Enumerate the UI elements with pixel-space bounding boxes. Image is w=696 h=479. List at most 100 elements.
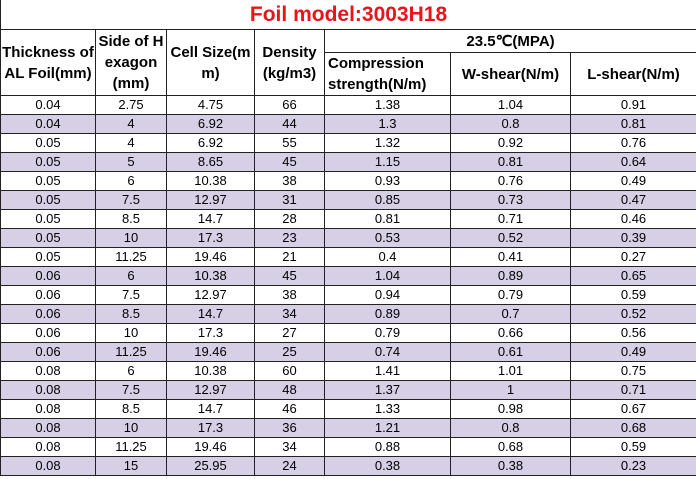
table-title: Foil model:3003H18 bbox=[0, 0, 696, 30]
table-cell: 7.5 bbox=[95, 285, 167, 305]
table-cell: 0.89 bbox=[324, 304, 451, 324]
table-cell: 0.38 bbox=[450, 456, 571, 476]
table-cell: 24 bbox=[254, 456, 325, 476]
table-cell: 1.04 bbox=[324, 266, 451, 286]
table-row: 0.05 7.5 12.97 31 0.85 0.73 0.47 bbox=[0, 190, 696, 210]
table-cell: 0.85 bbox=[324, 190, 451, 210]
table-cell: 48 bbox=[254, 380, 325, 400]
table-cell: 0.06 bbox=[0, 266, 96, 286]
table-cell: 0.98 bbox=[450, 399, 571, 419]
table-cell: 0.06 bbox=[0, 323, 96, 343]
table-cell: 46 bbox=[254, 399, 325, 419]
table-cell: 4 bbox=[95, 133, 167, 153]
table-cell: 45 bbox=[254, 266, 325, 286]
table-cell: 6.92 bbox=[166, 114, 255, 134]
table-cell: 8.5 bbox=[95, 304, 167, 324]
table-cell: 0.49 bbox=[569, 342, 696, 362]
table-cell: 12.97 bbox=[166, 190, 255, 210]
table-cell: 28 bbox=[254, 209, 325, 229]
table-cell: 0.75 bbox=[569, 361, 696, 381]
table-cell: 11.25 bbox=[95, 437, 167, 457]
table-cell: 0.05 bbox=[0, 133, 96, 153]
table-row: 0.05 6 10.38 38 0.93 0.76 0.49 bbox=[0, 171, 696, 191]
table-row: 0.05 5 8.65 45 1.15 0.81 0.64 bbox=[0, 152, 696, 172]
table-cell: 0.61 bbox=[450, 342, 571, 362]
table-cell: 19.46 bbox=[166, 342, 255, 362]
table-row: 0.08 15 25.95 24 0.38 0.38 0.23 bbox=[0, 456, 696, 476]
table-cell: 0.4 bbox=[324, 247, 451, 267]
table-cell: 0.92 bbox=[450, 133, 571, 153]
table-cell: 0.81 bbox=[450, 152, 571, 172]
table-cell: 0.68 bbox=[450, 437, 571, 457]
table-cell: 0.06 bbox=[0, 304, 96, 324]
table-cell: 19.46 bbox=[166, 247, 255, 267]
table-cell: 0.05 bbox=[0, 171, 96, 191]
table-cell: 0.23 bbox=[569, 456, 696, 476]
table-cell: 2.75 bbox=[95, 95, 167, 115]
table-cell: 0.52 bbox=[569, 304, 696, 324]
table-cell: 1.01 bbox=[450, 361, 571, 381]
table-row: 0.04 4 6.92 44 1.3 0.8 0.81 bbox=[0, 114, 696, 134]
table-cell: 0.65 bbox=[569, 266, 696, 286]
column-header: Compression strength(N/m) bbox=[324, 52, 451, 96]
table-cell: 6 bbox=[95, 361, 167, 381]
table-cell: 0.05 bbox=[0, 228, 96, 248]
table-cell: 66 bbox=[254, 95, 325, 115]
table-cell: 7.5 bbox=[95, 190, 167, 210]
group-header: 23.5℃(MPA) bbox=[323, 29, 696, 53]
table-cell: 0.04 bbox=[0, 114, 96, 134]
table-cell: 0.08 bbox=[0, 418, 96, 438]
table-cell: 0.05 bbox=[0, 152, 96, 172]
table-row: 0.06 6 10.38 45 1.04 0.89 0.65 bbox=[0, 266, 696, 286]
table-row: 0.06 7.5 12.97 38 0.94 0.79 0.59 bbox=[0, 285, 696, 305]
table-cell: 0.89 bbox=[450, 266, 571, 286]
table-cell: 34 bbox=[254, 304, 325, 324]
table-cell: 0.06 bbox=[0, 285, 96, 305]
table-cell: 0.59 bbox=[569, 285, 696, 305]
table-cell: 0.73 bbox=[450, 190, 571, 210]
table-cell: 0.76 bbox=[450, 171, 571, 191]
table-cell: 0.93 bbox=[324, 171, 451, 191]
table-cell: 14.7 bbox=[166, 209, 255, 229]
table-cell: 0.71 bbox=[450, 209, 571, 229]
table-cell: 27 bbox=[254, 323, 325, 343]
table-cell: 6.92 bbox=[166, 133, 255, 153]
table-cell: 0.05 bbox=[0, 247, 96, 267]
table-body: 0.04 2.75 4.75 66 1.38 1.04 0.91 0.04 4 6.92 44 1.3… bbox=[0, 95, 696, 476]
table-cell: 0.08 bbox=[0, 437, 96, 457]
table-cell: 15 bbox=[95, 456, 167, 476]
table-cell: 31 bbox=[254, 190, 325, 210]
table-cell: 0.47 bbox=[569, 190, 696, 210]
table-cell: 4 bbox=[95, 114, 167, 134]
table-row: 0.06 11.25 19.46 25 0.74 0.61 0.49 bbox=[0, 342, 696, 362]
table-cell: 10.38 bbox=[166, 266, 255, 286]
table-cell: 1.41 bbox=[324, 361, 451, 381]
table-cell: 23 bbox=[254, 228, 325, 248]
table-cell: 0.8 bbox=[450, 418, 571, 438]
table-cell: 55 bbox=[254, 133, 325, 153]
table-cell: 0.38 bbox=[324, 456, 451, 476]
table-cell: 8.5 bbox=[95, 209, 167, 229]
table-cell: 0.56 bbox=[569, 323, 696, 343]
table-cell: 0.08 bbox=[0, 361, 96, 381]
table-cell: 10.38 bbox=[166, 171, 255, 191]
table-cell: 0.06 bbox=[0, 342, 96, 362]
table-cell: 34 bbox=[254, 437, 325, 457]
table-cell: 38 bbox=[254, 171, 325, 191]
table-row: 0.05 4 6.92 55 1.32 0.92 0.76 bbox=[0, 133, 696, 153]
table-cell: 38 bbox=[254, 285, 325, 305]
table-cell: 0.05 bbox=[0, 190, 96, 210]
table-row: 0.08 10 17.3 36 1.21 0.8 0.68 bbox=[0, 418, 696, 438]
table-cell: 8.65 bbox=[166, 152, 255, 172]
table-cell: 0.39 bbox=[569, 228, 696, 248]
table-cell: 5 bbox=[95, 152, 167, 172]
column-header: Density (kg/m3) bbox=[254, 29, 325, 96]
table-cell: 0.88 bbox=[324, 437, 451, 457]
table-cell: 0.74 bbox=[324, 342, 451, 362]
table-cell: 4.75 bbox=[166, 95, 255, 115]
table-cell: 1.38 bbox=[324, 95, 451, 115]
table-cell: 0.67 bbox=[569, 399, 696, 419]
table-cell: 10 bbox=[95, 228, 167, 248]
table-cell: 10.38 bbox=[166, 361, 255, 381]
